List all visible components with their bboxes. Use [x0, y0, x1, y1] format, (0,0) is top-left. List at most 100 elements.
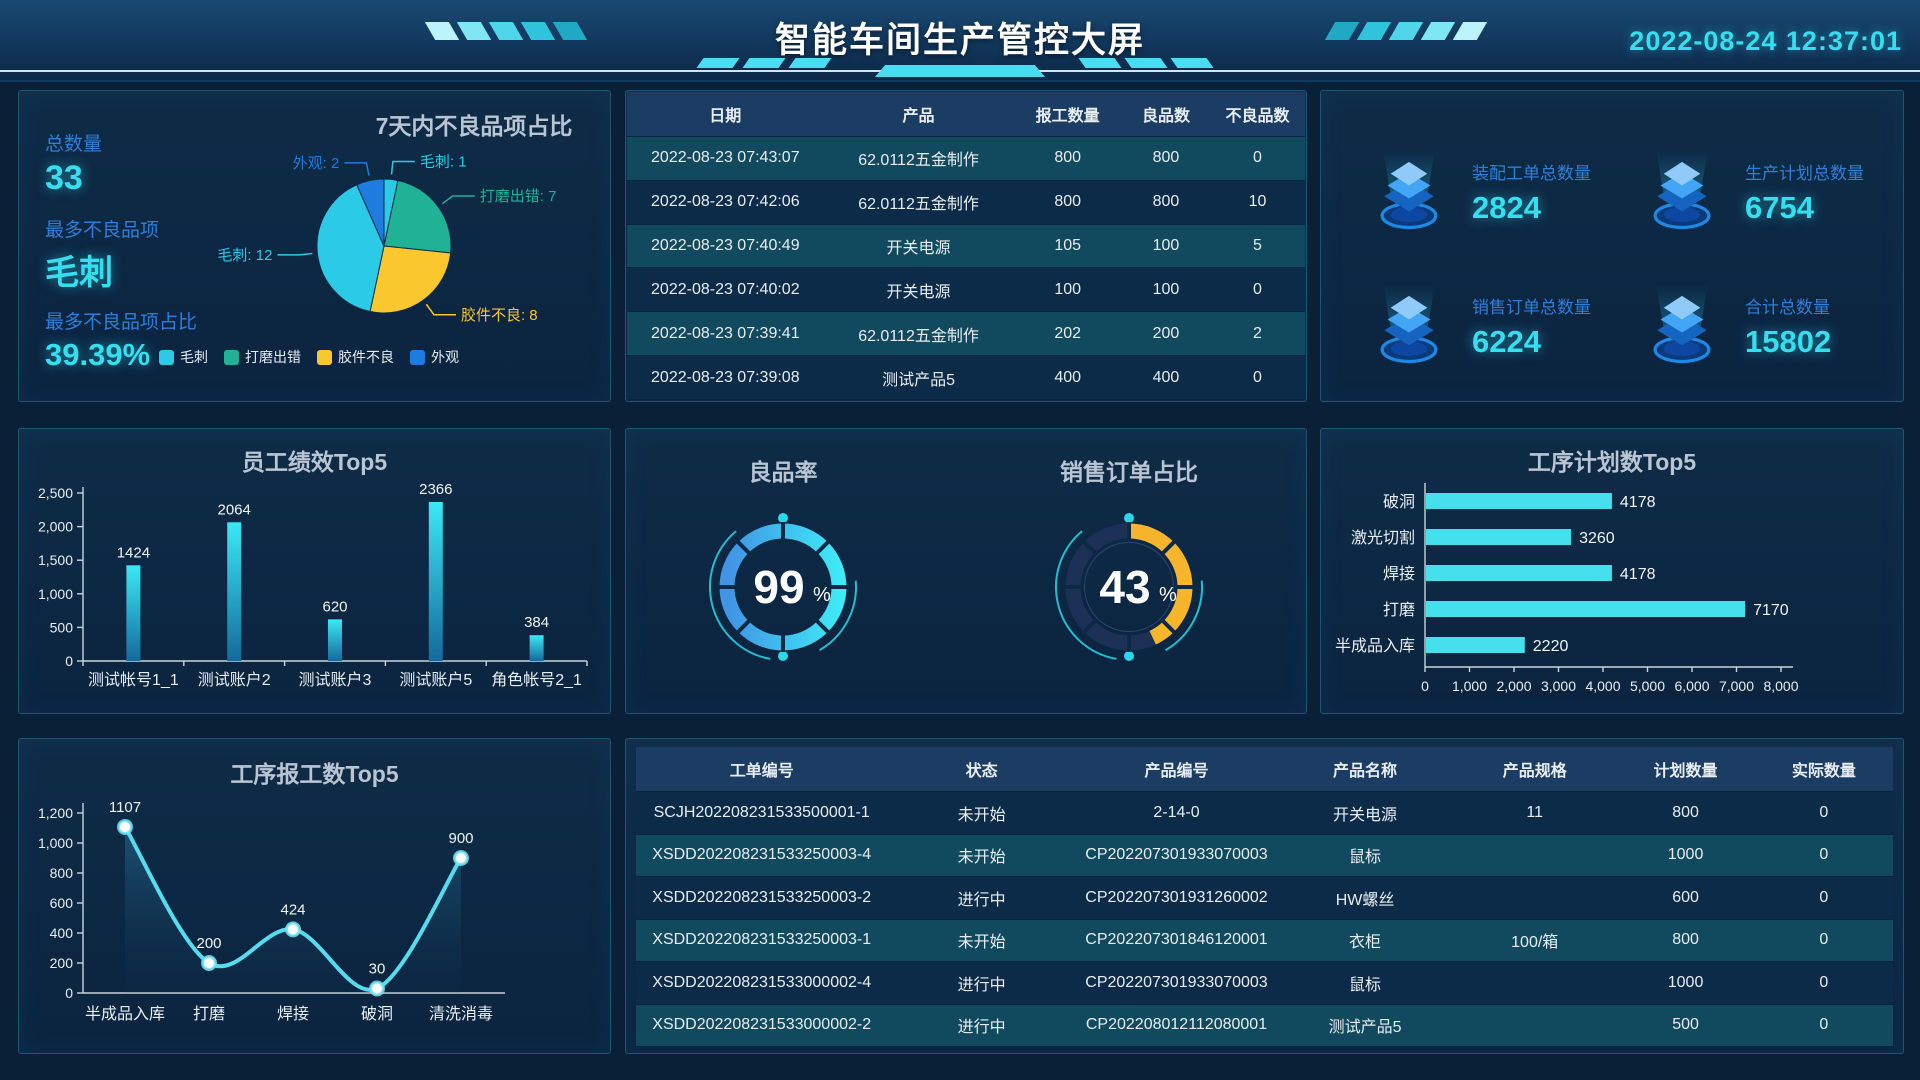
bar	[428, 502, 443, 661]
stacked-layers-icon	[1653, 149, 1711, 230]
table-cell: CP202207301933070003	[1085, 846, 1268, 864]
svg-text:43: 43	[1099, 561, 1150, 613]
svg-text:测试帐号1_1: 测试帐号1_1	[88, 671, 179, 689]
card-text: 装配工单总数量 2824	[1472, 159, 1591, 226]
panel-process-report: 工序报工数Top5 0 200 400 600 800 1,000 1,200 1107 半成品…	[18, 738, 611, 1054]
svg-text:焊接: 焊接	[1383, 565, 1415, 583]
table-cell: 10	[1248, 193, 1267, 211]
table-cell: CP202207301846120001	[1085, 931, 1268, 949]
table-cell: 100/箱	[1511, 934, 1559, 952]
stacked-layers-icon	[1653, 283, 1711, 364]
stat-label: 总数量	[45, 134, 103, 155]
table-cell: 11	[1526, 803, 1544, 821]
svg-text:毛刺: 12: 毛刺: 12	[217, 247, 272, 264]
card-value: 15802	[1745, 323, 1832, 359]
table-cell: 测试产品5	[882, 371, 955, 389]
svg-text:4,000: 4,000	[1585, 678, 1620, 694]
table-cell: 衣柜	[1349, 934, 1382, 952]
svg-text:30: 30	[369, 961, 386, 978]
pie-label-line	[277, 252, 313, 256]
table-row: 2022-08-23 07:39:08 测试产品5 400 400 0	[627, 356, 1305, 400]
decor-bar	[1388, 22, 1424, 40]
svg-text:破洞: 破洞	[361, 1005, 393, 1023]
table-cell: 800	[1054, 149, 1082, 167]
table-cell: 开关电源	[886, 240, 951, 258]
table-cell: 0	[1819, 888, 1829, 906]
svg-text:外观: 2: 外观: 2	[293, 155, 340, 172]
table-cell: 800	[1152, 193, 1180, 211]
table-cell: 测试产品5	[1328, 1019, 1402, 1037]
svg-text:测试账户3: 测试账户3	[299, 671, 372, 689]
gauge-decor-dot	[778, 513, 788, 523]
svg-text:激光切割: 激光切割	[1351, 529, 1415, 547]
table-cell: 未开始	[957, 934, 1006, 952]
svg-text:620: 620	[322, 598, 347, 615]
bar	[1426, 601, 1746, 617]
svg-text:1,200: 1,200	[38, 805, 73, 821]
legend-item: 外观	[410, 347, 459, 367]
pie-label-line	[425, 303, 456, 316]
svg-text:打磨: 打磨	[193, 1005, 225, 1023]
card-total-count: 合计总数量 15802	[1639, 283, 1831, 369]
column-header: 状态	[965, 763, 998, 780]
stat-top-defect-ratio: 最多不良品项占比 39.39%	[45, 307, 197, 373]
header: 智能车间生产管控大屏	[0, 0, 1920, 82]
process-report-line-chart: 0 200 400 600 800 1,000 1,200 1107 半成品入库 200 打磨 424…	[38, 799, 505, 1023]
svg-text:1,000: 1,000	[38, 835, 73, 851]
panel-defect-ratio: 7天内不良品项占比 总数量 33 最多不良品项 毛刺 最多不良品项占比 39.3…	[18, 90, 611, 402]
svg-text:毛刺: 1: 毛刺: 1	[420, 153, 467, 170]
gauge-decor-arc	[709, 530, 771, 660]
stat-top-defect: 最多不良品项 毛刺	[45, 215, 159, 294]
svg-text:测试账户5: 测试账户5	[399, 671, 472, 689]
table-cell: 2022-08-23 07:40:02	[651, 280, 800, 298]
table-cell: 202	[1054, 324, 1082, 342]
bar	[227, 522, 242, 661]
table-cell: 100	[1152, 280, 1180, 298]
svg-text:打磨出错: 7: 打磨出错: 7	[480, 188, 557, 205]
defect-pie-chart: 毛刺: 1 打磨出错: 7 胶件不良: 8 毛刺: 12 外观: 2	[217, 153, 557, 323]
stacked-layers-icon	[1380, 149, 1438, 230]
pie-slice	[356, 178, 385, 247]
page-title: 智能车间生产管控大屏	[774, 21, 1145, 60]
table-row: XSDD202208231533000002-2 进行中 CP20220801211…	[636, 1004, 1893, 1047]
line-area	[125, 826, 461, 993]
table-header-row: 日期 产品 报工数量 良品数 不良品数	[627, 92, 1305, 137]
svg-text:1,000: 1,000	[38, 586, 73, 602]
table-cell: 未开始	[957, 806, 1006, 824]
table-cell: 5	[1253, 237, 1262, 255]
stat-label: 最多不良品项占比	[45, 312, 198, 333]
svg-text:2,500: 2,500	[38, 485, 73, 501]
svg-text:1,500: 1,500	[38, 552, 73, 568]
table-header-row: 工单编号 状态 产品编号 产品名称 产品规格 计划数量 实际数量	[636, 747, 1893, 792]
table-cell: 0	[1819, 1016, 1829, 1034]
card-sales-orders: 销售订单总数量 6224	[1366, 283, 1591, 369]
pie-label-line	[344, 162, 370, 176]
legend-item: 毛刺	[159, 347, 208, 367]
svg-text:2220: 2220	[1533, 638, 1569, 655]
performance-bar-chart: 0 500 1,000 1,500 2,000 2,500 1424 测试帐号1_1 2064 测…	[38, 481, 588, 689]
pie-slice	[383, 179, 452, 254]
pie-slice	[369, 245, 452, 314]
svg-text:3260: 3260	[1579, 530, 1615, 547]
card-value: 6754	[1745, 189, 1814, 225]
svg-text:清洗消毒: 清洗消毒	[429, 1005, 493, 1023]
header-underline-segments-left	[696, 58, 832, 68]
table-cell: 2022-08-23 07:42:06	[651, 193, 800, 211]
bar	[1426, 493, 1612, 509]
column-header: 良品数	[1141, 108, 1190, 125]
line-point	[369, 980, 385, 997]
line-point	[453, 850, 469, 866]
gauge-decor-arc	[818, 580, 857, 652]
table-cell: 鼠标	[1349, 976, 1382, 994]
column-header: 不良品数	[1225, 108, 1290, 125]
column-header: 产品编号	[1144, 763, 1209, 780]
table-cell: 62.0112五金制作	[858, 327, 979, 345]
svg-text:0: 0	[65, 985, 73, 1001]
legend-label: 毛刺	[180, 349, 208, 365]
table-row: 2022-08-23 07:40:49 开关电源 105 100 5	[627, 224, 1305, 269]
table-cell: 进行中	[957, 976, 1006, 994]
table-cell: 开关电源	[1333, 806, 1398, 824]
table-cell: 0	[1819, 846, 1829, 864]
table-cell: 1000	[1667, 973, 1704, 991]
column-header: 实际数量	[1791, 763, 1856, 780]
